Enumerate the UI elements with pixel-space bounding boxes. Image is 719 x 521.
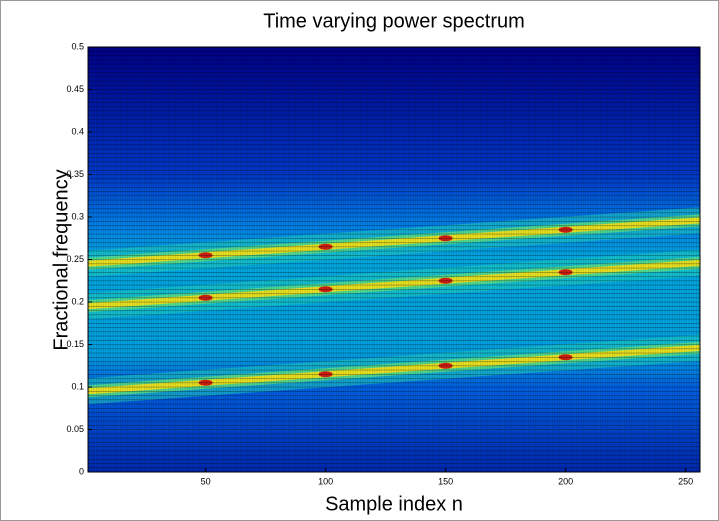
- y-tick-label: 0.3: [71, 211, 84, 221]
- x-axis-label: Sample index n: [325, 493, 463, 515]
- y-axis-label: Fractional frequency: [50, 169, 72, 350]
- y-tick-label: 0.1: [71, 381, 84, 391]
- x-tick-label: 50: [201, 476, 211, 486]
- y-tick-label: 0.45: [66, 84, 84, 94]
- y-tick-label: 0.35: [66, 169, 84, 179]
- y-tick-label: 0.25: [66, 254, 84, 264]
- x-tick-label: 100: [318, 476, 333, 486]
- x-tick-label: 250: [678, 476, 693, 486]
- y-tick-label: 0.2: [71, 296, 84, 306]
- y-tick-label: 0: [79, 466, 84, 476]
- mesh: [88, 47, 700, 472]
- chart-title: Time varying power spectrum: [263, 10, 525, 32]
- y-tick-label: 0.15: [66, 339, 84, 349]
- y-tick-label: 0.5: [71, 41, 84, 51]
- x-tick-label: 150: [438, 476, 453, 486]
- y-tick-label: 0.4: [71, 126, 84, 136]
- y-tick-label: 0.05: [66, 424, 84, 434]
- x-tick-label: 200: [558, 476, 573, 486]
